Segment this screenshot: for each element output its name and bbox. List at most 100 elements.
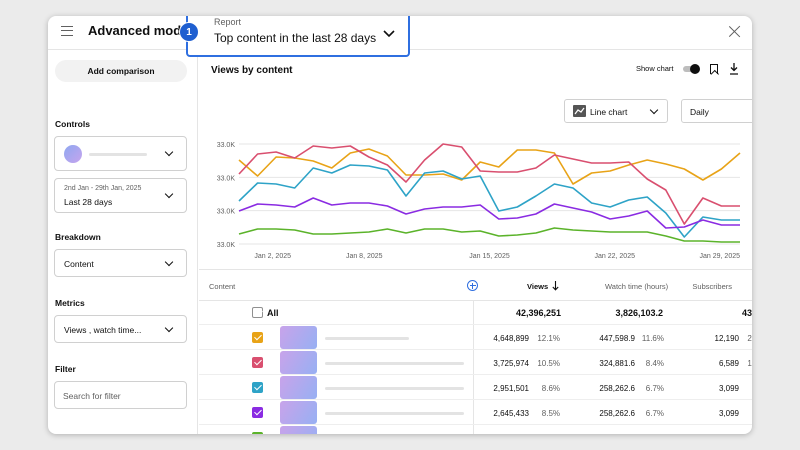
controls-heading: Controls xyxy=(55,119,90,129)
bookmark-icon[interactable] xyxy=(710,64,718,74)
close-icon[interactable] xyxy=(728,25,741,38)
channel-select[interactable] xyxy=(54,136,187,171)
chevron-down-icon xyxy=(164,323,174,333)
series-line-1 xyxy=(238,148,741,185)
subscribers-column-header[interactable]: Subscribers xyxy=(692,282,732,291)
row-checkbox[interactable] xyxy=(252,332,263,343)
row-watch-time: 258,262.6 xyxy=(599,409,635,418)
video-title-placeholder xyxy=(325,362,464,365)
video-thumbnail xyxy=(280,351,317,374)
granularity-value: Daily xyxy=(690,107,709,117)
total-watch-time: 3,826,103.2 xyxy=(615,308,663,318)
views-column-header[interactable]: Views xyxy=(527,282,549,291)
chevron-down-icon xyxy=(164,257,174,267)
y-tick-label: 33.0K xyxy=(217,142,236,149)
y-tick-label: 33.0K xyxy=(217,209,236,216)
date-range-dates: 2nd Jan - 29th Jan, 2025 xyxy=(64,185,142,192)
row-subscribers-pct: 27.9% xyxy=(747,334,752,343)
sort-down-icon[interactable] xyxy=(552,281,559,291)
select-all-checkbox[interactable] xyxy=(252,307,263,318)
row-subscribers: 6,589 xyxy=(718,359,739,368)
row-views: 2,645,433 xyxy=(493,409,529,418)
chevron-down-icon xyxy=(383,30,395,38)
row-views-pct: 8.6% xyxy=(541,384,560,393)
metrics-value: Views , watch time... xyxy=(64,325,142,335)
date-range-value: Last 28 days xyxy=(64,197,113,207)
step-badge: 1 xyxy=(179,22,199,42)
video-title-placeholder xyxy=(325,412,464,415)
video-thumbnail xyxy=(280,401,317,424)
series-line-2 xyxy=(238,143,740,225)
x-tick-label: Jan 8, 2025 xyxy=(346,253,383,260)
series-line-4 xyxy=(238,197,740,229)
x-tick-label: Jan 22, 2025 xyxy=(595,253,636,260)
row-checkbox[interactable] xyxy=(252,382,263,393)
column-divider xyxy=(473,301,474,434)
advanced-mode-window: Advanced mode Add comparison Controls 2n… xyxy=(48,16,752,434)
report-select[interactable]: Report Top content in the last 28 days xyxy=(186,16,410,57)
add-comparison-button[interactable]: Add comparison xyxy=(55,60,187,82)
content-column-header: Content xyxy=(209,282,236,291)
x-tick-label: Jan 2, 2025 xyxy=(254,253,291,260)
row-subscribers: 3,099 xyxy=(718,384,739,393)
chart-type-select[interactable]: Line chart xyxy=(564,99,668,123)
watch-time-column-header[interactable]: Watch time (hours) xyxy=(605,282,669,291)
row-checkbox[interactable] xyxy=(252,357,263,368)
row-watch-time-pct: 11.6% xyxy=(641,334,664,343)
chevron-down-icon xyxy=(649,105,659,115)
row-checkbox[interactable] xyxy=(252,407,263,418)
row-views: 3,725,974 xyxy=(493,359,529,368)
x-tick-label: Jan 15, 2025 xyxy=(469,253,510,260)
video-thumbnail xyxy=(280,376,317,399)
row-watch-time: 447,598.9 xyxy=(599,334,635,343)
chevron-down-icon xyxy=(164,147,174,157)
y-tick-label: 33.0K xyxy=(217,242,236,249)
report-value: Top content in the last 28 days xyxy=(214,31,377,45)
views-line-chart: 33.0K 33.0K 33.0K 33.0K Jan 2, 2025 Jan 8, 20… xyxy=(217,142,741,260)
row-views: 2,951,501 xyxy=(493,384,529,393)
row-views-pct: 10.5% xyxy=(537,359,560,368)
date-range-select[interactable]: 2nd Jan - 29th Jan, 2025 Last 28 days xyxy=(54,178,187,213)
chart-type-value: Line chart xyxy=(590,107,628,117)
metrics-select[interactable]: Views , watch time... xyxy=(54,315,187,343)
chevron-down-icon xyxy=(164,189,174,199)
channel-name-placeholder xyxy=(89,153,147,156)
row-watch-time: 258,262.6 xyxy=(599,384,635,393)
total-label: All xyxy=(267,308,279,318)
download-icon[interactable] xyxy=(729,63,739,75)
video-thumbnail xyxy=(280,326,317,349)
menu-icon[interactable] xyxy=(61,26,73,36)
row-subscribers: 12,190 xyxy=(714,334,739,343)
report-label: Report xyxy=(214,17,242,27)
show-chart-label: Show chart xyxy=(636,64,674,73)
total-subscribers: 43,113 xyxy=(741,308,752,318)
total-views: 42,396,251 xyxy=(515,308,561,318)
add-column-icon[interactable] xyxy=(467,280,478,291)
row-views: 4,648,899 xyxy=(493,334,529,343)
x-tick-label: Jan 29, 2025 xyxy=(700,253,741,260)
row-checkbox[interactable] xyxy=(252,432,263,434)
line-chart-icon xyxy=(573,105,586,117)
row-watch-time-pct: 6.7% xyxy=(645,384,664,393)
avatar xyxy=(64,145,82,163)
series-line-3 xyxy=(238,164,740,238)
main-panel: Views by content Show chart Line chart D… xyxy=(199,51,752,434)
table-row[interactable]: 4,648,899 12.1% 447,598.9 11.6% 12,190 27.9% xyxy=(199,325,752,350)
filter-input[interactable]: Search for filter xyxy=(54,381,187,409)
breakdown-value: Content xyxy=(64,259,94,269)
video-title-placeholder xyxy=(325,387,464,390)
table-row[interactable]: 3,725,974 10.5% 324,881.6 8.4% 6,589 15.3% xyxy=(199,350,752,375)
video-thumbnail xyxy=(280,426,317,434)
total-row: All 42,396,251 3,826,103.2 43,113 xyxy=(199,301,752,325)
breakdown-select[interactable]: Content xyxy=(54,249,187,277)
row-watch-time-pct: 8.4% xyxy=(645,359,664,368)
granularity-select[interactable]: Daily xyxy=(681,99,752,123)
toggle-knob xyxy=(690,64,700,74)
table-header: Content Views Watch time (hours) Subscri… xyxy=(199,269,752,301)
row-watch-time: 324,881.6 xyxy=(599,359,635,368)
video-title-placeholder xyxy=(325,337,409,340)
filter-placeholder: Search for filter xyxy=(63,391,121,401)
